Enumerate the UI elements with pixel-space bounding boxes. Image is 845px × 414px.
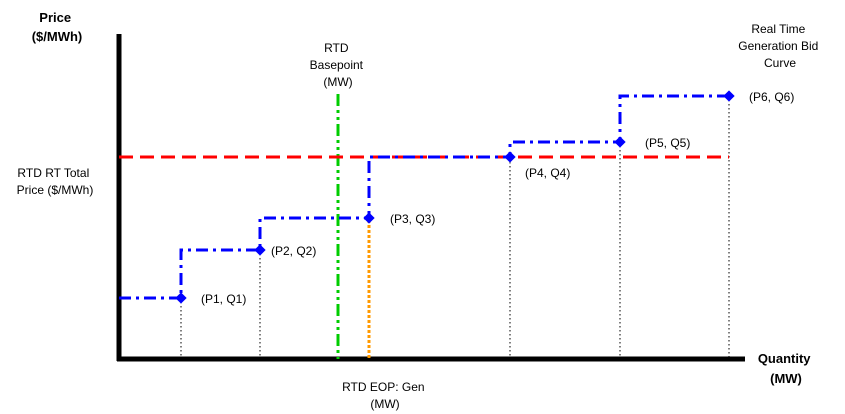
point-label-p2: (P2, Q2) [271,244,316,258]
point-marker-p2 [254,244,266,256]
rt-price-label: RTD RT Total Price ($/MWh) [17,166,94,197]
point-marker-p3 [363,212,375,224]
x-axis-title-line1: Quantity [758,351,811,366]
x-axis-title-line2: (MW) [770,371,802,386]
bid-curve [119,94,729,300]
x-axis-title: Quantity (MW) [758,351,814,386]
rt-price-label-line2: Price ($/MWh) [17,183,94,197]
eop-label-line2: (MW) [370,397,399,411]
point-marker-p5 [614,136,626,148]
basepoint-label-line2: Basepoint [310,58,364,72]
basepoint-label-line1: RTD [324,41,349,55]
bid-curve-label-line2: Generation Bid [738,39,818,53]
bid-curve-label-line3: Curve [764,56,796,70]
point-label-p4: (P4, Q4) [525,166,570,180]
basepoint-label: RTD Basepoint (MW) [310,41,367,89]
point-marker-p1 [175,292,187,304]
point-label-p5: (P5, Q5) [645,136,690,150]
eop-label-line1: RTD EOP: Gen [342,380,424,394]
basepoint-label-line3: (MW) [323,75,352,89]
y-axis-title-line2: ($/MWh) [32,29,83,44]
y-axis-title-line1: Price [39,10,71,25]
eop-label: RTD EOP: Gen (MW) [342,380,428,411]
point-guides [180,96,730,357]
rt-price-label-line1: RTD RT Total [17,166,89,180]
bid-curve-label-line1: Real Time [751,22,805,36]
point-label-p6: (P6, Q6) [749,90,794,104]
y-axis-title: Price ($/MWh) [32,10,83,44]
point-label-p1: (P1, Q1) [201,292,246,306]
bid-curve-label: Real Time Generation Bid Curve [738,22,821,70]
point-marker-p6 [723,90,735,102]
bid-points [175,90,735,304]
point-marker-p4 [504,151,516,163]
point-label-p3: (P3, Q3) [390,212,435,226]
